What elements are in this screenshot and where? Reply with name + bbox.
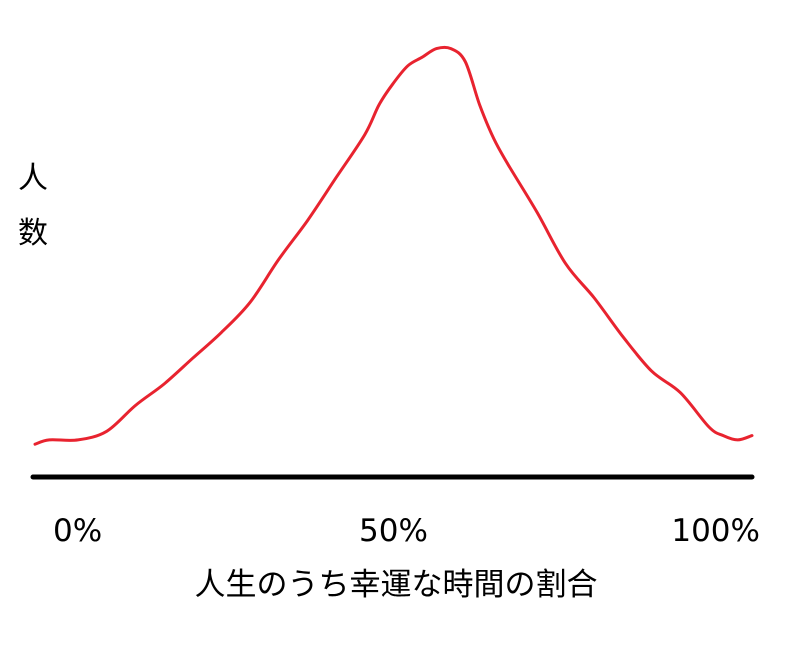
x-tick-labels: 0% 50% 100% [53,513,760,549]
distribution-curve-1 [33,45,754,446]
y-axis-label-char-2: 数 [18,216,48,251]
x-tick-label: 0% [53,513,102,549]
x-tick-label: 100% [671,513,760,549]
plot-area [33,45,754,446]
x-tick-label: 50% [359,513,428,549]
x-axis-label: 人生のうち幸運な時間の割合 [195,567,598,603]
y-axis-label-char-1: 人 [18,161,48,196]
